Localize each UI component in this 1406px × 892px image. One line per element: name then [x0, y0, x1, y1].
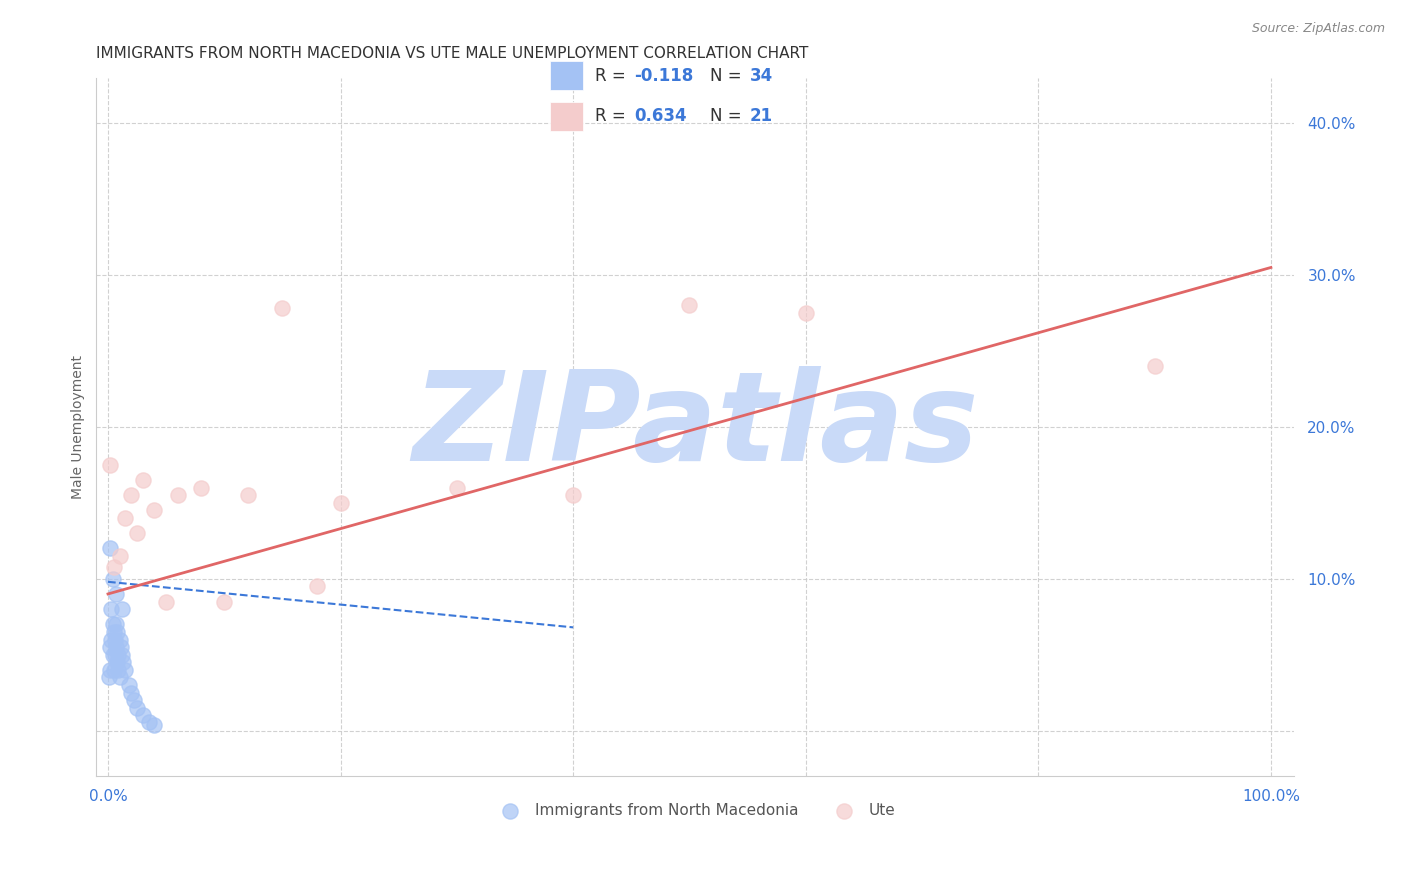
- Point: [120, 686, 142, 700]
- Point: [122, 693, 145, 707]
- Point: [107, 663, 129, 677]
- Point: [107, 648, 129, 662]
- Point: [143, 717, 166, 731]
- Point: [100, 632, 122, 647]
- Point: [101, 648, 124, 662]
- Point: [98, 640, 121, 654]
- Point: [108, 670, 131, 684]
- Point: [562, 488, 585, 502]
- Point: [112, 655, 135, 669]
- Point: [271, 301, 294, 316]
- Point: [236, 488, 259, 502]
- Point: [105, 587, 128, 601]
- Text: -0.118: -0.118: [634, 67, 693, 85]
- Y-axis label: Male Unemployment: Male Unemployment: [72, 355, 86, 499]
- Point: [105, 617, 128, 632]
- Point: [214, 594, 236, 608]
- Text: Source: ZipAtlas.com: Source: ZipAtlas.com: [1251, 22, 1385, 36]
- Point: [98, 458, 121, 472]
- Point: [104, 632, 127, 647]
- Point: [125, 526, 148, 541]
- Point: [120, 488, 142, 502]
- Point: [108, 632, 131, 647]
- Point: [101, 572, 124, 586]
- Point: [114, 663, 136, 677]
- Point: [155, 594, 177, 608]
- Text: N =: N =: [710, 67, 747, 85]
- Text: 34: 34: [749, 67, 773, 85]
- Point: [111, 602, 134, 616]
- Point: [111, 648, 134, 662]
- Legend: Immigrants from North Macedonia, Ute: Immigrants from North Macedonia, Ute: [489, 797, 901, 824]
- Point: [105, 624, 128, 639]
- Point: [98, 670, 121, 684]
- Text: 0.634: 0.634: [634, 107, 686, 125]
- FancyBboxPatch shape: [550, 62, 583, 90]
- Point: [138, 714, 160, 729]
- Point: [143, 503, 166, 517]
- Point: [132, 708, 155, 723]
- Text: R =: R =: [595, 67, 631, 85]
- Point: [105, 655, 128, 669]
- Point: [103, 559, 125, 574]
- Point: [118, 678, 141, 692]
- Point: [114, 511, 136, 525]
- Point: [105, 640, 128, 654]
- Point: [190, 481, 212, 495]
- FancyBboxPatch shape: [550, 102, 583, 130]
- Point: [307, 579, 329, 593]
- Point: [98, 663, 121, 677]
- Point: [446, 481, 468, 495]
- Point: [103, 624, 125, 639]
- Text: IMMIGRANTS FROM NORTH MACEDONIA VS UTE MALE UNEMPLOYMENT CORRELATION CHART: IMMIGRANTS FROM NORTH MACEDONIA VS UTE M…: [97, 46, 808, 62]
- Point: [1143, 359, 1166, 374]
- Text: 21: 21: [749, 107, 772, 125]
- Point: [101, 617, 124, 632]
- Point: [125, 701, 148, 715]
- Point: [103, 663, 125, 677]
- Point: [678, 298, 700, 312]
- Point: [98, 541, 121, 556]
- Point: [110, 640, 132, 654]
- Text: N =: N =: [710, 107, 747, 125]
- Text: R =: R =: [595, 107, 631, 125]
- Point: [166, 488, 188, 502]
- Point: [104, 648, 127, 662]
- Text: ZIPatlas: ZIPatlas: [412, 367, 979, 487]
- Point: [329, 496, 352, 510]
- Point: [100, 602, 122, 616]
- Point: [108, 549, 131, 563]
- Point: [794, 306, 817, 320]
- Point: [132, 473, 155, 487]
